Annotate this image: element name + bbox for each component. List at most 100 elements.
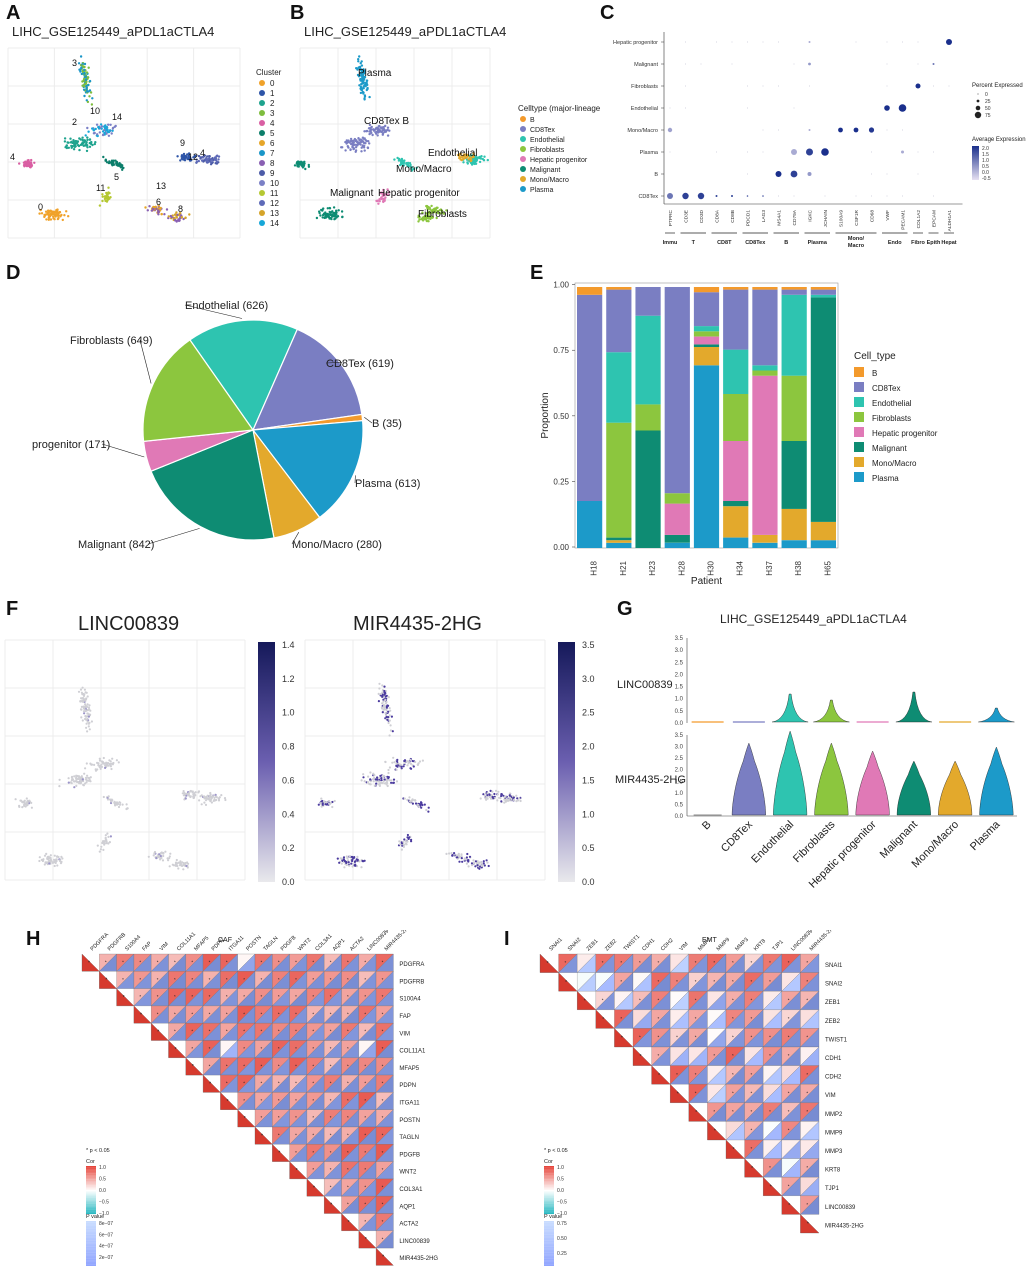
corr-sig-marker: *: [732, 1053, 734, 1058]
umap-celltype-point: [381, 133, 384, 136]
feature-point: [328, 800, 331, 803]
feature-point: [209, 800, 212, 803]
corr-sig-marker: *: [330, 994, 332, 999]
umap-celltype-point: [336, 215, 340, 218]
feature-point: [399, 843, 402, 846]
feature-point: [88, 704, 91, 707]
feature-point: [121, 803, 124, 806]
feature-point: [102, 761, 105, 764]
corr-sig-marker: *: [330, 1081, 332, 1086]
corr-cor-colorbar: [86, 1173, 96, 1175]
corr-sig-marker: *: [713, 979, 715, 984]
corr-cor-tick: 0.5: [99, 1177, 106, 1183]
feature-point: [102, 756, 105, 760]
umap-cluster-point: [70, 144, 73, 148]
corr-sig-marker: *: [330, 1063, 332, 1068]
dotplot-dot: [855, 41, 857, 43]
umap-cluster-point: [94, 127, 97, 131]
umap-celltype-point: [427, 220, 430, 223]
corr-sig-marker: *: [312, 994, 314, 999]
umap-celltype-point: [358, 138, 361, 142]
feature-point: [385, 700, 388, 704]
feature-point: [340, 862, 343, 865]
umap-cluster-point: [205, 159, 208, 162]
corr-row-label: POSTN: [399, 1118, 420, 1124]
umap-celltype-point: [380, 191, 383, 194]
feature-point: [209, 791, 212, 795]
corr-cor-colorbar: [86, 1172, 96, 1174]
umap-cluster-point: [61, 218, 64, 222]
umap-celltype-point: [486, 158, 489, 162]
pie-label: Mono/Macro (280): [292, 539, 382, 551]
corr-sig-marker: *: [639, 1035, 641, 1040]
corr-p-colorbar: [544, 1243, 554, 1246]
corr-cor-tick: 0.0: [99, 1188, 106, 1194]
violin-y-tick: 2.0: [675, 672, 684, 678]
umap-celltype-point: [387, 191, 391, 194]
feature-point: [118, 803, 122, 806]
feature-point: [70, 776, 73, 779]
corr-sig-marker: *: [139, 977, 141, 982]
umap-celltype-point: [458, 153, 461, 156]
x-tick-label: H21: [619, 560, 628, 575]
celltype-legend-label: Malignant: [530, 167, 560, 174]
feature-point: [109, 835, 112, 838]
corr-p-colorbar: [86, 1241, 96, 1243]
umap-cluster-point: [109, 123, 112, 127]
pie-slice: [252, 328, 363, 431]
cluster-plot-label: 4: [10, 152, 15, 162]
feature-point: [385, 778, 388, 782]
umap-celltype-point: [346, 145, 349, 148]
umap-cluster-point: [100, 125, 104, 128]
umap-celltype-point: [461, 155, 464, 158]
umap-celltype-point: [354, 149, 358, 152]
umap-cluster-point: [211, 161, 214, 164]
dotplot-dot: [915, 83, 921, 89]
feature-point: [381, 781, 384, 785]
corr-p-colorbar: [86, 1261, 96, 1264]
corr-cor-colorbar: [86, 1202, 96, 1204]
umap-cluster-point: [165, 208, 169, 211]
umap-celltype-point: [363, 84, 366, 88]
feature-point: [351, 859, 354, 863]
corr-sig-marker: *: [602, 997, 604, 1002]
feature-point: [341, 859, 344, 862]
umap-celltype-point: [380, 197, 383, 201]
umap-cluster-point: [51, 210, 55, 214]
violin-y-tick: 3.5: [675, 733, 684, 739]
corr-cor-tick: 1.0: [99, 1165, 106, 1171]
corr-p-tick: 0.50: [557, 1236, 567, 1242]
corr-cor-colorbar: [86, 1169, 96, 1171]
umap-cluster-point: [82, 79, 85, 83]
feature-point: [89, 762, 92, 765]
umap-cluster-point: [121, 168, 124, 171]
umap-celltype-point: [435, 216, 438, 220]
umap-cluster-point: [215, 160, 219, 163]
stacked-bar-segment: [752, 365, 778, 371]
corr-sig-marker: *: [174, 1029, 176, 1034]
corr-sig-marker: *: [243, 977, 245, 982]
dotplot-group-label: Hepat: [941, 240, 956, 246]
umap-celltype-point: [445, 209, 448, 212]
umap-cluster-point: [88, 89, 92, 92]
feature-point: [384, 711, 387, 715]
feature-point: [204, 803, 208, 806]
feature-point: [461, 860, 464, 863]
feature-point: [387, 710, 390, 713]
feature-point: [385, 694, 388, 697]
corr-row-label: CDH2: [825, 1075, 842, 1081]
feature-point: [79, 779, 82, 782]
cluster-legend-label: 3: [270, 109, 275, 118]
violin-y-tick: 0.0: [675, 814, 684, 820]
corr-col-label: TAGLN: [263, 935, 280, 952]
corr-sig-marker: *: [347, 1046, 349, 1051]
feature-point: [53, 864, 56, 868]
umap-cluster-point: [206, 155, 209, 158]
feature-point: [28, 799, 31, 802]
feature-point: [480, 862, 483, 865]
umap-cluster-point: [64, 146, 67, 149]
umap-celltype-point: [469, 157, 473, 160]
umap-cluster-point: [33, 161, 36, 164]
stacked-bar-segment: [606, 537, 632, 541]
stacked-bar-segment: [752, 370, 778, 376]
